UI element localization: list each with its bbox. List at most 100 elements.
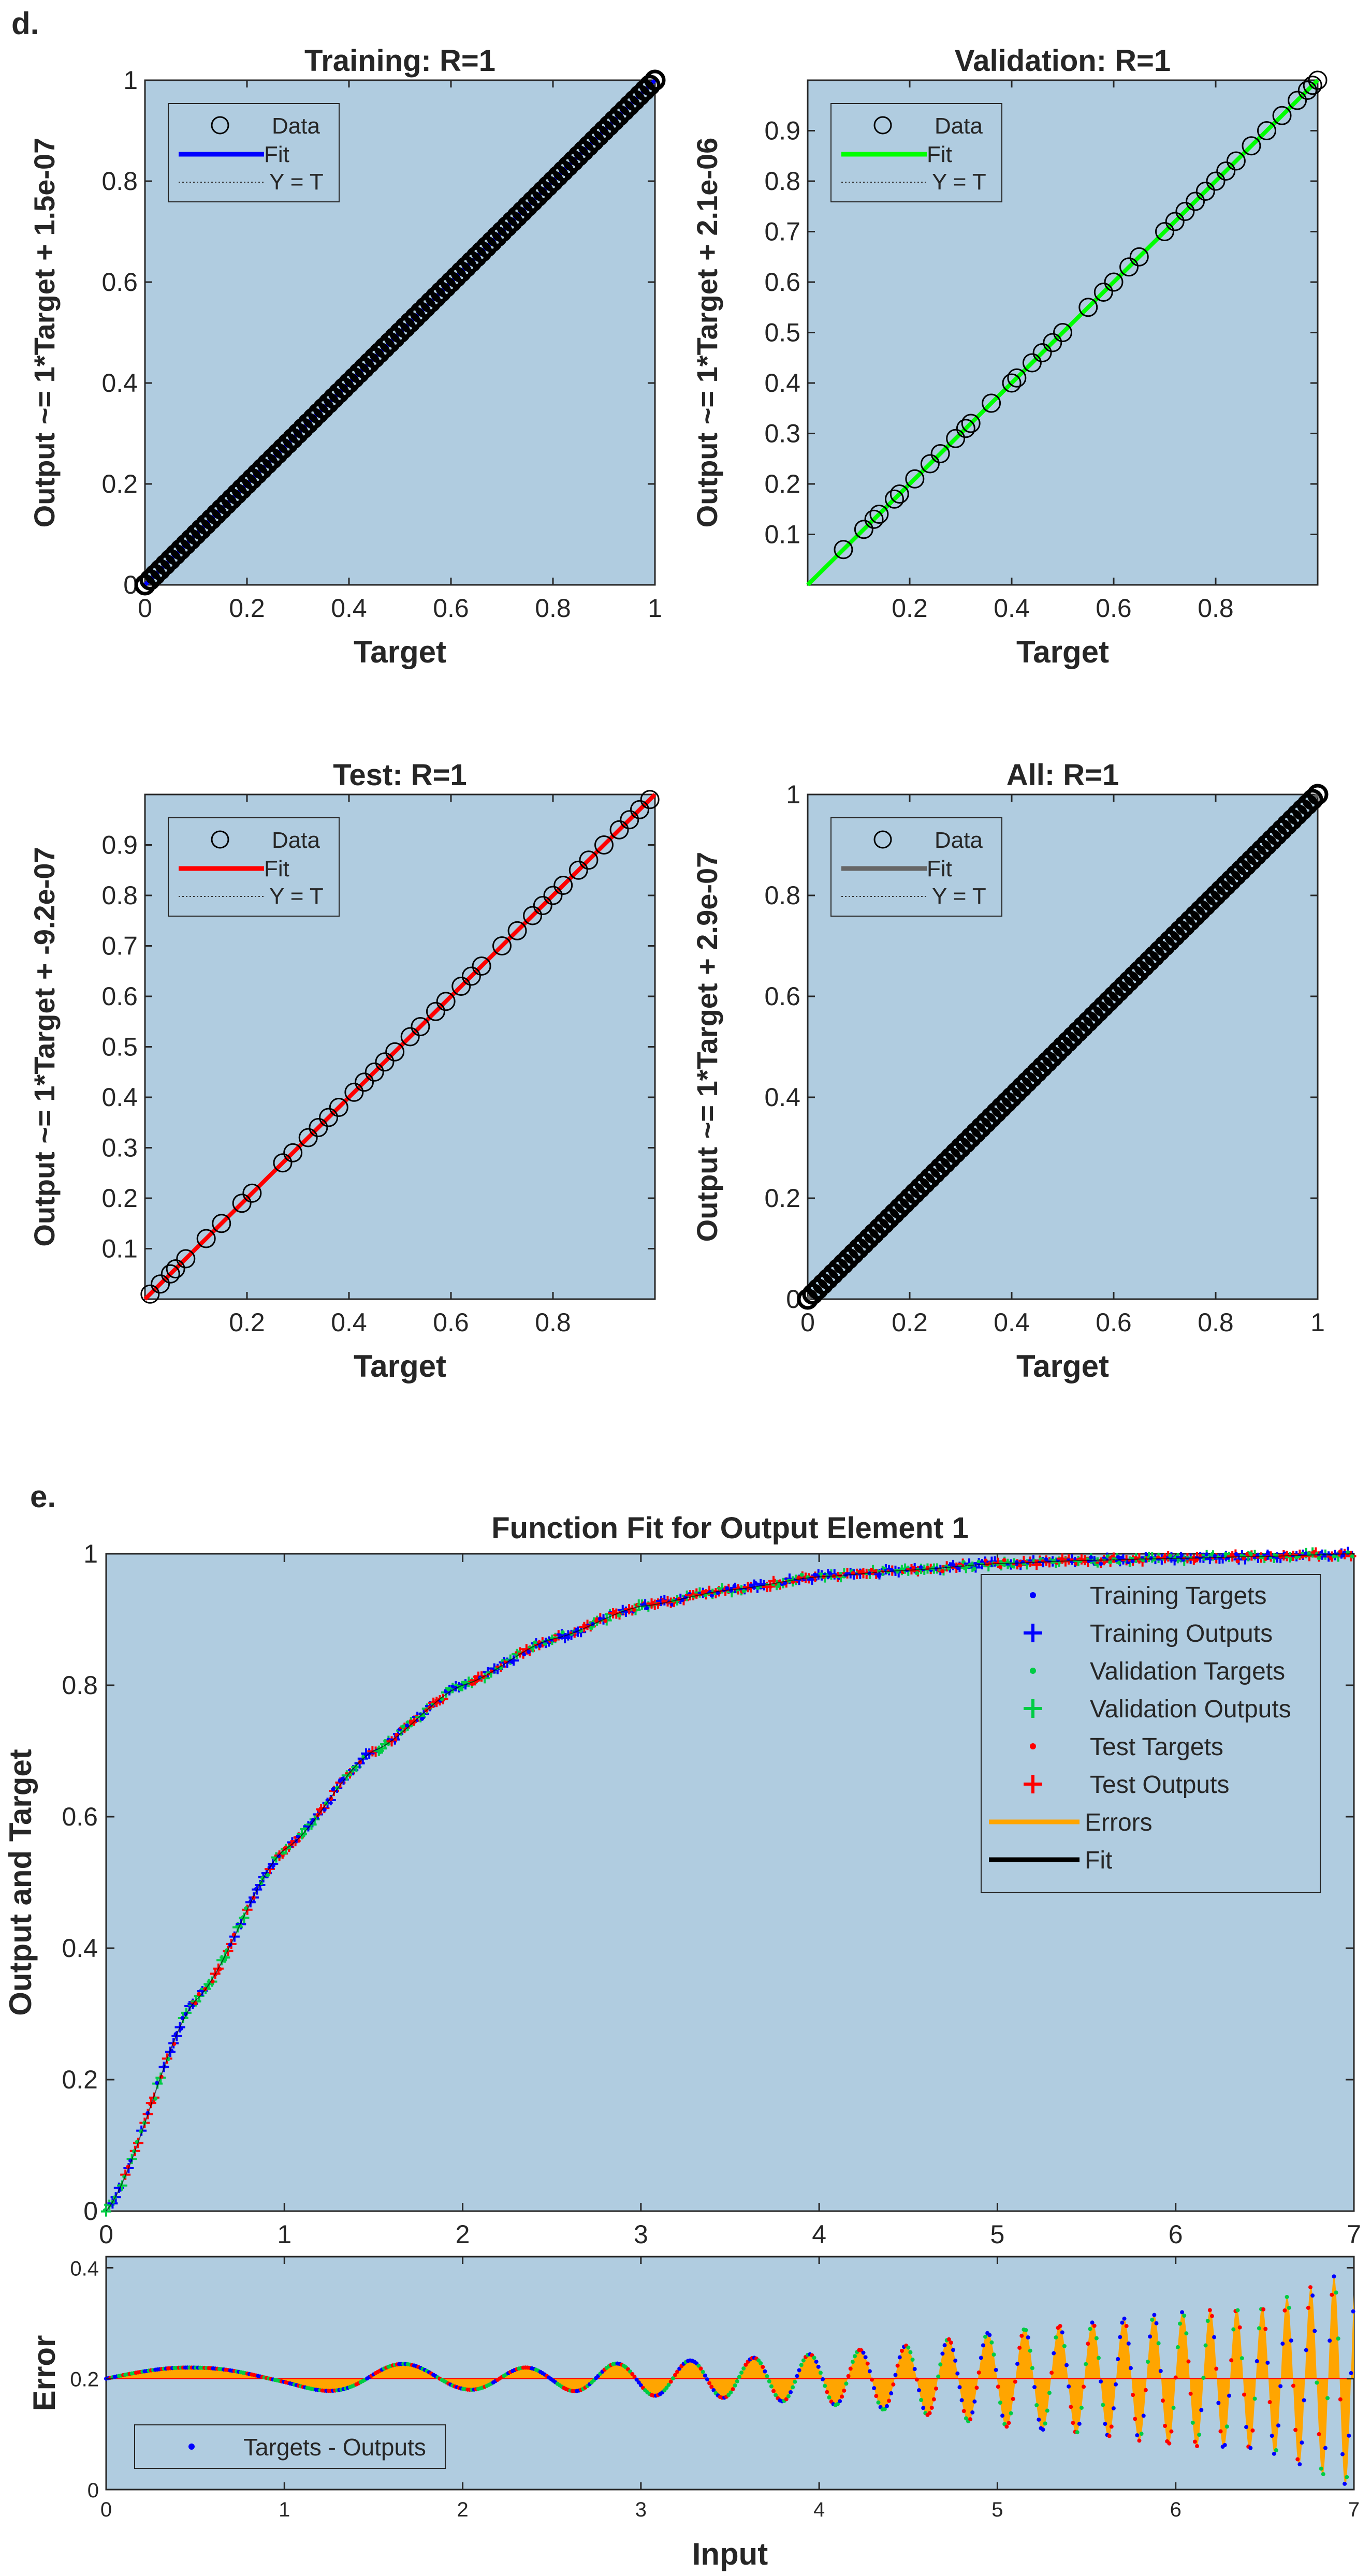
fit-target-point	[510, 1659, 515, 1664]
error-point	[1077, 2421, 1082, 2426]
test-data-point	[166, 1259, 185, 1278]
error-point	[867, 2369, 872, 2374]
error-point	[1141, 2413, 1146, 2418]
fit-target-point	[1168, 1553, 1173, 1558]
error-point	[735, 2379, 739, 2383]
error-point	[991, 2352, 996, 2357]
error-point	[1349, 2371, 1353, 2376]
error-point	[1282, 2308, 1287, 2313]
error-point	[632, 2375, 637, 2379]
test-xtick-label: 0.2	[229, 1308, 265, 1337]
error-point	[636, 2380, 641, 2385]
function-fit-title: Function Fit for Output Element 1	[491, 1511, 969, 1545]
fit-xtick-label: 7	[1347, 2220, 1361, 2249]
validation-data-point	[1175, 202, 1195, 221]
legend-label: Training Outputs	[1090, 1620, 1273, 1647]
function-fit-ylabel: Output and Target	[3, 1749, 38, 2016]
test-data-point	[344, 1082, 364, 1102]
error-point	[1049, 2371, 1054, 2375]
fit-target-point	[1117, 1561, 1121, 1565]
error-point	[1222, 2442, 1227, 2447]
test-data-point	[492, 936, 512, 955]
error-point	[1150, 2317, 1155, 2322]
fit-target-point	[1204, 1552, 1209, 1557]
fit-target-point	[1223, 1552, 1228, 1556]
error-point	[955, 2371, 960, 2376]
error-point	[737, 2375, 741, 2379]
error-point	[1250, 2428, 1255, 2433]
test-data-point	[436, 992, 456, 1011]
test-data-point	[385, 1042, 405, 1062]
error-point	[996, 2384, 1000, 2389]
fit-target-point	[951, 1562, 955, 1566]
all-ylabel: Output ~= 1*Target + 2.9e-07	[691, 852, 723, 1242]
error-point	[1293, 2427, 1298, 2432]
error-point	[1212, 2335, 1217, 2339]
error-point	[1227, 2393, 1231, 2398]
error-point	[791, 2385, 795, 2390]
error-xtick-label: 1	[279, 2498, 290, 2521]
legend-plus-marker	[1024, 1699, 1042, 1718]
error-point	[870, 2377, 874, 2382]
error-point	[1143, 2388, 1148, 2392]
fit-xtick-label: 4	[812, 2220, 826, 2249]
error-point	[816, 2364, 821, 2369]
validation-data-point	[982, 393, 1001, 413]
function-fit-legend: Training Targets Training Outputs Validati…	[981, 1574, 1321, 1893]
all-title: All: R=1	[1007, 758, 1119, 792]
fit-xtick-label: 0	[99, 2220, 113, 2249]
all-xtick-label: 0.4	[994, 1308, 1030, 1337]
error-point	[675, 2369, 680, 2374]
error-point	[1067, 2384, 1071, 2389]
fit-target-point	[1108, 1560, 1113, 1565]
error-point	[842, 2388, 847, 2393]
all-legend-yt-label: Y = T	[932, 884, 986, 909]
validation-data-point	[1093, 283, 1113, 302]
test-data-point	[579, 850, 599, 870]
error-point	[1272, 2451, 1276, 2456]
legend-dot-marker	[1030, 1743, 1036, 1749]
error-point	[795, 2374, 799, 2378]
error-point	[1278, 2384, 1283, 2389]
validation-data-point	[1078, 298, 1098, 317]
error-point	[1171, 2406, 1176, 2410]
error-point	[953, 2358, 958, 2363]
test-legend-yt-label: Y = T	[269, 884, 324, 909]
test-data-point	[553, 876, 573, 895]
error-point	[1103, 2422, 1107, 2426]
error-point	[853, 2354, 857, 2359]
error-point	[1270, 2434, 1274, 2438]
error-point	[741, 2366, 746, 2371]
all-data-point	[1307, 784, 1329, 805]
error-point	[919, 2397, 924, 2402]
fit-target-point	[1018, 1563, 1023, 1568]
error-point	[1338, 2397, 1343, 2402]
fit-target-point	[915, 1571, 920, 1576]
fit-ytick-label: 1	[83, 1539, 98, 1568]
legend-plus-marker	[1024, 1775, 1042, 1793]
error-point	[1026, 2335, 1030, 2340]
test-data-point	[355, 1072, 374, 1092]
fit-target-point	[732, 1584, 737, 1588]
error-point	[821, 2377, 825, 2381]
error-point	[733, 2383, 737, 2388]
fit-target-point	[729, 1588, 734, 1593]
error-point	[1156, 2341, 1161, 2346]
error-point	[1280, 2342, 1285, 2346]
error-point	[705, 2377, 709, 2382]
error-point	[1285, 2294, 1289, 2299]
error-point	[703, 2373, 707, 2378]
validation-data-point	[1129, 247, 1149, 267]
fit-target-point	[946, 1566, 951, 1570]
error-point	[789, 2390, 793, 2394]
error-point	[771, 2389, 776, 2393]
fit-target-point	[1265, 1550, 1270, 1555]
error-point	[1209, 2314, 1214, 2318]
test-data-point	[309, 1118, 328, 1137]
error-point	[1177, 2321, 1182, 2326]
validation-data-point	[1195, 182, 1215, 201]
error-point	[899, 2348, 904, 2353]
error-point	[861, 2350, 866, 2355]
validation-data-point	[1257, 121, 1276, 140]
fit-target-point	[347, 1772, 352, 1777]
